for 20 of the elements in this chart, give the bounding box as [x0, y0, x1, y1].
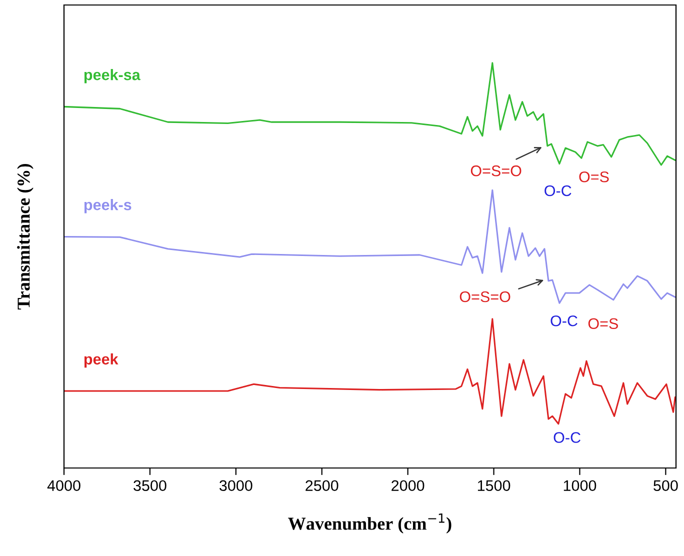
series-label: peek [84, 353, 118, 368]
x-tick-label: 1000 [564, 480, 596, 492]
x-tick-label: 500 [654, 480, 678, 492]
x-axis-title: Wavenumber (cm$^{−1}$) [288, 513, 452, 534]
annotation: O=S=O [470, 165, 522, 176]
x-tick-label: 1500 [478, 480, 510, 492]
series-label: peek-s [84, 199, 132, 214]
annotation: O=S=O [460, 291, 510, 302]
annotation: O=S [588, 318, 618, 330]
series-label: peek-sa [84, 68, 140, 84]
x-tick-label: 3000 [220, 480, 252, 492]
annotation: O=S [579, 171, 609, 182]
annotation: O-C [544, 185, 572, 196]
y-axis-title: Transmittance (%) [17, 164, 34, 310]
x-tick-label: 4000 [47, 480, 80, 492]
annotation: O-C [550, 315, 578, 326]
x-tick-label: 2000 [392, 480, 424, 492]
annotation: O-C [554, 432, 580, 443]
x-tick-label: 2500 [306, 480, 338, 492]
x-tick-label: 3500 [134, 480, 166, 492]
